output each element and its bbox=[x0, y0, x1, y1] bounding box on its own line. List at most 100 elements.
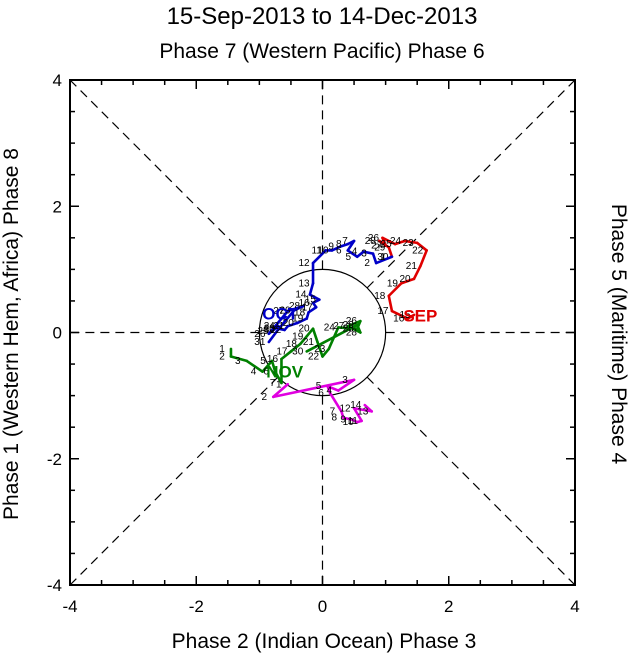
series-segment-nov bbox=[305, 323, 359, 353]
day-label-oct: 29 bbox=[280, 305, 292, 316]
series-segment-sep bbox=[403, 239, 419, 245]
day-label-dec: 2 bbox=[261, 392, 267, 403]
series-segment-oct bbox=[371, 252, 378, 265]
series-segment-sep bbox=[412, 264, 422, 281]
day-label-nov: 3 bbox=[235, 356, 241, 367]
series-segment-sep bbox=[387, 294, 394, 313]
series-segment-oct bbox=[292, 304, 305, 312]
series-segment-sep bbox=[400, 277, 416, 285]
y-tick-label: 4 bbox=[53, 71, 62, 90]
day-label-sep: 15 bbox=[399, 310, 411, 321]
day-label-oct: 27 bbox=[273, 306, 285, 317]
day-label-dec: 8 bbox=[332, 413, 338, 424]
day-label-nov: 17 bbox=[276, 346, 288, 357]
day-label-oct: 24 bbox=[264, 321, 276, 332]
series-segment-oct bbox=[308, 281, 315, 296]
series-segment-oct bbox=[308, 293, 321, 301]
series-segment-dec bbox=[271, 378, 356, 399]
day-label-oct: 17 bbox=[302, 302, 314, 313]
series-segment-dec bbox=[363, 403, 374, 413]
series-segment-nov bbox=[305, 327, 315, 338]
series-segment-sep bbox=[415, 241, 428, 252]
day-label-sep: 28 bbox=[365, 236, 377, 247]
x-tick-label: 2 bbox=[444, 597, 453, 616]
day-label-oct: 2 bbox=[364, 258, 370, 269]
day-label-nov: 21 bbox=[303, 337, 315, 348]
series-segment-sep bbox=[419, 249, 428, 268]
series-segment-nov bbox=[355, 323, 362, 334]
day-label-oct: 22 bbox=[270, 325, 282, 336]
day-label-oct: 1 bbox=[380, 252, 386, 263]
day-label-dec: 9 bbox=[340, 415, 346, 426]
day-label-nov: 26 bbox=[346, 316, 358, 327]
series-segment-oct bbox=[330, 245, 342, 252]
day-label-nov: 4 bbox=[251, 367, 257, 378]
series-segment-oct bbox=[362, 250, 375, 255]
day-label-sep: 22 bbox=[412, 245, 424, 256]
day-label-dec: 7 bbox=[330, 406, 336, 417]
day-label-sep: 21 bbox=[406, 261, 418, 272]
phase-divider-line bbox=[69, 79, 279, 289]
series-segment-dec bbox=[352, 406, 374, 413]
series-segment-nov bbox=[245, 359, 264, 373]
series-segment-sep bbox=[393, 239, 406, 246]
day-label-dec: 11 bbox=[347, 416, 358, 427]
day-label-dec: 5 bbox=[316, 381, 322, 392]
day-label-nov: 24 bbox=[324, 322, 336, 333]
day-label-oct: 10 bbox=[317, 245, 329, 256]
day-label-oct: 11 bbox=[311, 245, 322, 256]
day-label-oct: 23 bbox=[264, 324, 276, 335]
day-label-nov: 28 bbox=[346, 328, 358, 339]
series-segment-sep bbox=[387, 245, 394, 259]
day-label-oct: 7 bbox=[342, 236, 348, 247]
x-tick-label: 4 bbox=[570, 597, 579, 616]
series-segment-dec bbox=[352, 406, 363, 423]
series-segment-oct bbox=[307, 305, 318, 314]
series-segment-nov bbox=[346, 324, 362, 334]
series-segment-oct bbox=[374, 255, 394, 265]
series-segment-nov bbox=[311, 327, 319, 344]
series-segment-dec bbox=[328, 391, 343, 413]
day-label-sep: 29 bbox=[374, 242, 386, 253]
day-label-nov: 29 bbox=[343, 320, 355, 331]
series-segment-sep bbox=[390, 309, 410, 320]
day-label-nov: 16 bbox=[267, 354, 279, 365]
day-label-sep: 16 bbox=[393, 314, 405, 325]
x-tick-label: 0 bbox=[318, 597, 327, 616]
day-label-oct: 18 bbox=[294, 307, 306, 318]
series-segment-oct bbox=[338, 242, 350, 248]
series-segment-nov bbox=[261, 359, 274, 373]
series-segment-sep bbox=[378, 239, 391, 249]
day-label-nov: 20 bbox=[298, 324, 310, 335]
series-segment-oct bbox=[346, 249, 359, 259]
day-label-sep: 18 bbox=[374, 291, 386, 302]
day-label-sep: 26 bbox=[368, 233, 380, 244]
x-tick-label: -4 bbox=[62, 597, 77, 616]
day-label-oct: 3 bbox=[361, 249, 367, 260]
y-tick-label: -4 bbox=[47, 576, 62, 595]
phase-divider-line bbox=[69, 376, 279, 586]
month-label-nov: NOV bbox=[266, 363, 304, 382]
day-label-dec: 13 bbox=[357, 406, 369, 417]
phase-divider-line bbox=[366, 79, 576, 289]
series-segment-dec bbox=[326, 384, 340, 392]
day-label-dec: 3 bbox=[342, 375, 348, 386]
month-label-oct: OCT bbox=[262, 305, 299, 324]
day-label-oct: 4 bbox=[352, 247, 358, 258]
y-tick-label: 0 bbox=[53, 324, 62, 343]
day-label-sep: 19 bbox=[387, 278, 399, 289]
day-label-oct: 26 bbox=[254, 329, 266, 340]
series-segment-oct bbox=[286, 321, 299, 328]
x-axis-label: Phase 2 (Indian Ocean) Phase 3 bbox=[172, 630, 477, 653]
series-segment-oct bbox=[355, 250, 365, 259]
series-segment-dec bbox=[271, 382, 290, 399]
series-segment-oct bbox=[277, 309, 296, 331]
day-label-oct: 21 bbox=[273, 321, 285, 332]
day-label-sep: 25 bbox=[381, 239, 393, 250]
series-segment-sep bbox=[387, 281, 403, 298]
day-label-dec: 1 bbox=[276, 379, 282, 390]
series-segment-oct bbox=[267, 328, 280, 344]
series-segment-nov bbox=[229, 355, 249, 363]
